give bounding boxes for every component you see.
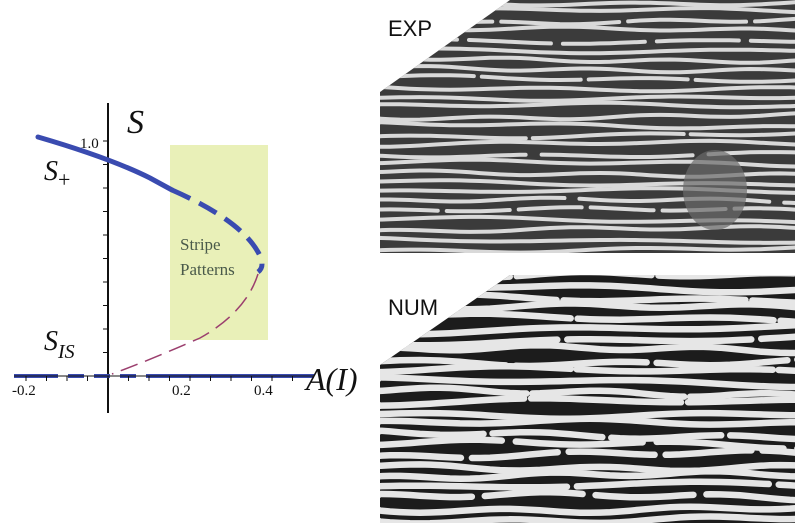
stripe-line	[380, 363, 795, 376]
x-tick-label-04: 0.4	[254, 383, 273, 399]
stripe-line	[380, 321, 795, 338]
stripe-line	[380, 374, 795, 391]
numerical-stripe-image	[380, 275, 795, 523]
stripe-line	[380, 73, 795, 84]
stripe-line	[380, 54, 795, 65]
x-tick-label-neg02: -0.2	[12, 383, 36, 399]
numerical-label: NUM	[388, 295, 439, 320]
stripe-line	[380, 111, 795, 122]
x-axis-label: A(I)	[304, 361, 358, 397]
numerical-panel: NUM	[380, 275, 795, 523]
stripe-line	[380, 94, 795, 103]
stripe-line	[380, 395, 795, 409]
stripe-line	[380, 150, 795, 160]
experiment-label: EXP	[388, 16, 433, 41]
stripe-line	[380, 333, 795, 349]
upper-branch-solid	[35, 134, 175, 193]
experiment-defect	[683, 150, 747, 230]
experiment-stripe-image	[380, 0, 795, 253]
experiment-panel: EXP	[380, 0, 795, 253]
upper-branch-dashed	[170, 187, 265, 274]
stripe-line	[380, 100, 795, 110]
stripe-line	[380, 341, 795, 357]
unstable-branch	[111, 273, 259, 375]
stripe-line	[380, 245, 795, 253]
upper-branch-label: S+	[44, 156, 70, 192]
y-axis-ticks	[103, 140, 108, 377]
region-label-line1: Stripe	[180, 235, 221, 254]
stripe-line	[380, 468, 795, 482]
stripe-line	[380, 84, 795, 94]
y-tick-label: 1.0	[80, 136, 99, 152]
stripe-line	[380, 503, 795, 517]
stripe-line	[380, 478, 795, 491]
stripe-line	[380, 436, 795, 452]
x-axis-ticks	[25, 376, 293, 381]
stripe-line	[380, 64, 795, 75]
stripe-line	[380, 120, 795, 131]
stripe-line	[380, 356, 795, 370]
stripe-line	[380, 427, 795, 443]
stripe-line	[380, 46, 795, 56]
stripe-line	[380, 131, 795, 141]
region-label-line2: Patterns	[180, 260, 235, 279]
stripe-line	[380, 488, 795, 504]
y-axis-label: S	[127, 104, 144, 141]
stripe-line	[380, 384, 795, 401]
stripe-line	[380, 138, 795, 149]
stripe-line	[380, 235, 795, 245]
stripe-line	[380, 461, 795, 475]
stripe-line	[380, 224, 795, 234]
x-tick-label-02: 0.2	[172, 383, 191, 399]
bifurcation-diagram: S A(I) 1.0 -0.2 0.2 0.4 S+ SIS Stripe Pa…	[12, 103, 358, 413]
stripe-line	[380, 447, 795, 462]
lower-branch-label: SIS	[44, 326, 75, 363]
stripe-line	[380, 415, 795, 428]
